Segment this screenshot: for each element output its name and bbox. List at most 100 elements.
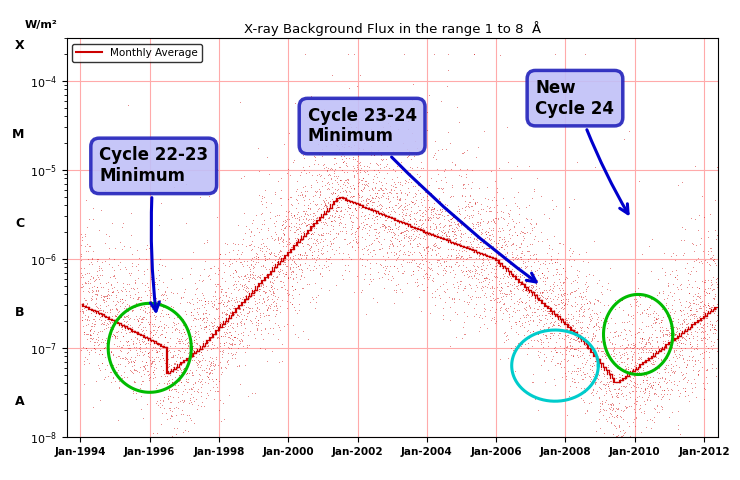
Point [150, 274, 162, 282]
Point [359, 235, 371, 242]
Point [688, 321, 700, 328]
Point [579, 333, 591, 341]
Point [303, 168, 314, 176]
Point [481, 244, 493, 252]
Point [588, 295, 600, 303]
Point [700, 348, 712, 355]
Point [417, 260, 428, 268]
Point [450, 333, 462, 341]
Point [653, 346, 665, 353]
Point [439, 288, 451, 296]
Point [667, 292, 679, 300]
Point [561, 325, 573, 333]
Point [656, 405, 668, 413]
Point [676, 312, 687, 319]
Point [701, 289, 713, 297]
Point [217, 291, 229, 299]
Point [655, 390, 667, 398]
Point [278, 258, 290, 265]
Point [438, 223, 450, 230]
Point [551, 281, 563, 288]
Point [636, 334, 648, 342]
Point [135, 296, 147, 303]
Point [178, 396, 190, 404]
Point [409, 199, 421, 206]
Point [633, 328, 645, 336]
Point [592, 370, 604, 377]
Point [226, 259, 238, 266]
Point [461, 146, 473, 154]
Point [474, 210, 486, 218]
Point [180, 335, 192, 343]
Point [544, 311, 556, 318]
Point [520, 311, 532, 319]
Point [334, 164, 346, 171]
Point [371, 189, 383, 197]
Point [155, 355, 166, 363]
Point [519, 277, 531, 285]
Point [306, 229, 318, 237]
Point [591, 337, 603, 345]
Point [608, 413, 620, 421]
Point [702, 233, 713, 241]
Point [195, 193, 206, 201]
Point [140, 245, 152, 253]
Point [312, 140, 324, 148]
Point [502, 277, 514, 285]
Point [102, 315, 114, 323]
Point [369, 214, 381, 221]
Point [264, 277, 276, 285]
Point [240, 309, 252, 317]
Point [300, 222, 312, 229]
Point [530, 285, 542, 293]
Point [110, 310, 122, 318]
Point [509, 342, 521, 350]
Point [139, 365, 151, 373]
Point [310, 224, 322, 232]
Point [679, 384, 690, 392]
Point [255, 246, 266, 253]
Point [341, 191, 353, 198]
Point [193, 357, 205, 365]
Point [257, 262, 269, 270]
Point [393, 247, 405, 254]
Point [329, 190, 341, 197]
Point [545, 309, 557, 317]
Point [379, 216, 391, 224]
Point [388, 229, 400, 237]
Point [356, 176, 368, 184]
Point [207, 292, 219, 300]
Point [307, 212, 319, 220]
Point [462, 180, 474, 188]
Point [628, 399, 639, 407]
Point [306, 92, 317, 99]
Point [462, 274, 474, 281]
Point [215, 285, 227, 293]
Point [252, 273, 264, 280]
Point [692, 292, 704, 300]
Point [195, 344, 206, 352]
Point [82, 313, 94, 321]
Point [459, 229, 471, 237]
Point [249, 286, 261, 293]
Point [692, 284, 704, 291]
Point [190, 366, 202, 374]
Point [704, 310, 716, 317]
Point [357, 192, 369, 200]
Point [140, 358, 152, 366]
Point [317, 182, 329, 190]
Point [462, 203, 474, 211]
Point [682, 322, 694, 330]
Point [483, 231, 495, 239]
Point [501, 249, 513, 256]
Point [154, 299, 166, 307]
Point [417, 234, 429, 242]
Point [107, 284, 118, 292]
Point [480, 230, 492, 238]
Point [90, 377, 102, 384]
Point [149, 315, 161, 323]
Point [354, 179, 366, 186]
Point [697, 335, 709, 342]
Point [152, 401, 164, 409]
Point [311, 236, 323, 244]
